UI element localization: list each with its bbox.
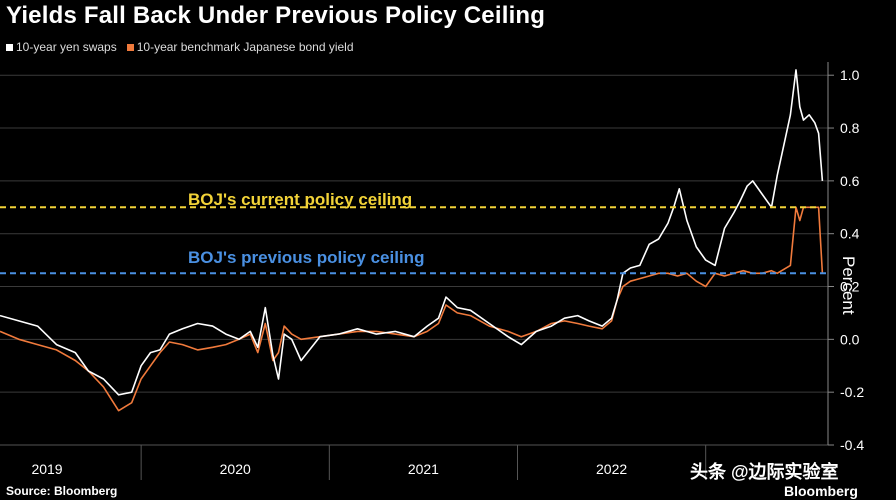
y-tick-label-6: 0.8	[840, 120, 860, 136]
legend-item-jgb: 10-year benchmark Japanese bond yield	[126, 40, 354, 54]
y-tick-label-1: -0.2	[840, 384, 864, 400]
previous-ceiling-label: BOJ's previous policy ceiling	[188, 248, 425, 267]
legend-swatch-jgb	[126, 43, 134, 51]
series-line-yen-swaps	[0, 69, 824, 396]
x-tick-label-2: 2021	[408, 461, 439, 477]
brand-logo: Bloomberg	[784, 483, 858, 499]
y-tick-label-7: 1.0	[840, 67, 860, 83]
y-tick-label-5: 0.6	[840, 173, 860, 189]
source-note: Source: Bloomberg	[6, 484, 118, 498]
y-tick-label-0: -0.4	[840, 437, 864, 453]
y-axis-label: Percent	[839, 256, 858, 315]
legend-item-swaps: 10-year yen swaps	[6, 40, 117, 54]
y-tick-label-4: 0.4	[840, 226, 860, 242]
y-tick-label-3: 0.2	[840, 279, 860, 295]
legend-swatch-swaps	[6, 43, 13, 51]
legend-label-jgb: 10-year benchmark Japanese bond yield	[136, 40, 354, 54]
x-tick-label-3: 2022	[596, 461, 627, 477]
chart-legend: 10-year yen swaps 10-year benchmark Japa…	[6, 40, 354, 54]
series-line-jgb-yield	[0, 206, 824, 412]
legend-label-swaps: 10-year yen swaps	[16, 40, 117, 54]
x-tick-label-1: 2020	[220, 461, 251, 477]
watermark-text: 头条 @边际实验室	[690, 462, 839, 482]
chart-title: Yields Fall Back Under Previous Policy C…	[6, 2, 546, 29]
current-ceiling-label: BOJ's current policy ceiling	[188, 190, 413, 209]
x-tick-label-0: 2019	[31, 461, 62, 477]
y-tick-label-2: 0.0	[840, 331, 860, 347]
